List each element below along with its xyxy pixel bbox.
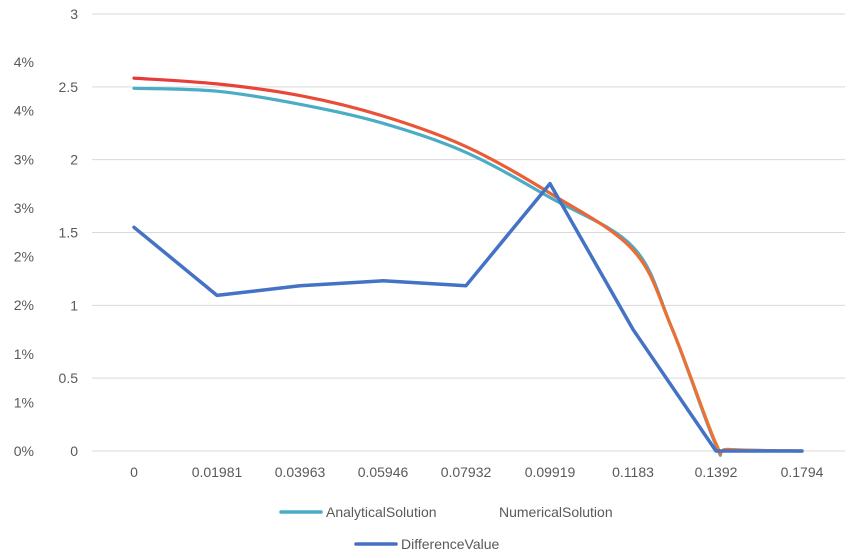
gridlines <box>92 13 845 452</box>
primary-y-tick-label: 1 <box>70 297 78 313</box>
series-layer <box>132 76 804 457</box>
primary-y-tick-label: 2 <box>70 152 78 168</box>
legend-label: DifferenceValue <box>401 536 500 552</box>
x-tick-label: 0.09919 <box>525 464 576 480</box>
primary-y-tick-label: 0 <box>70 443 78 459</box>
primary-y-tick-label: 0.5 <box>59 370 79 386</box>
legend-item-analytical-solution: AnalyticalSolution <box>279 504 437 520</box>
legend-item-difference-value: DifferenceValue <box>354 536 500 552</box>
secondary-y-axis-ticks: 0% 1% 1% 2% 2% 3% 3% 4% 4% <box>14 54 34 459</box>
secondary-y-tick-label: 3% <box>14 151 34 167</box>
series-line-analytical-solution <box>132 86 804 457</box>
x-axis-ticks: 0 0.01981 0.03963 0.05946 0.07932 0.09919 0.11… <box>130 464 824 480</box>
primary-y-tick-label: 2.5 <box>59 79 79 95</box>
series-line-numerical-solution <box>132 76 804 456</box>
x-tick-label: 0.1183 <box>612 464 654 480</box>
secondary-y-tick-label: 4% <box>14 54 34 70</box>
x-tick-label: 0.05946 <box>358 464 409 480</box>
series-line-difference-value <box>132 181 804 453</box>
primary-y-tick-label: 3 <box>70 6 78 22</box>
x-tick-label: 0.1794 <box>781 464 824 480</box>
secondary-y-tick-label: 1% <box>14 394 34 410</box>
x-tick-label: 0 <box>130 464 138 480</box>
secondary-y-tick-label: 1% <box>14 346 34 362</box>
legend-item-numerical-solution: NumericalSolution <box>452 504 613 520</box>
legend-label: AnalyticalSolution <box>326 504 437 520</box>
legend-label: NumericalSolution <box>499 504 613 520</box>
secondary-y-tick-label: 3% <box>14 200 34 216</box>
x-tick-label: 0.03963 <box>275 464 326 480</box>
x-tick-label: 0.1392 <box>695 464 738 480</box>
x-tick-label: 0.07932 <box>441 464 492 480</box>
secondary-y-tick-label: 0% <box>14 443 34 459</box>
secondary-y-tick-label: 2% <box>14 249 34 265</box>
secondary-y-tick-label: 2% <box>14 297 34 313</box>
x-tick-label: 0.01981 <box>192 464 243 480</box>
secondary-y-tick-label: 4% <box>14 103 34 119</box>
legend: AnalyticalSolution NumericalSolution Diffe… <box>279 504 613 552</box>
primary-y-tick-label: 1.5 <box>59 225 79 241</box>
primary-y-axis-ticks: 0 0.5 1 1.5 2 2.5 3 <box>59 6 79 459</box>
